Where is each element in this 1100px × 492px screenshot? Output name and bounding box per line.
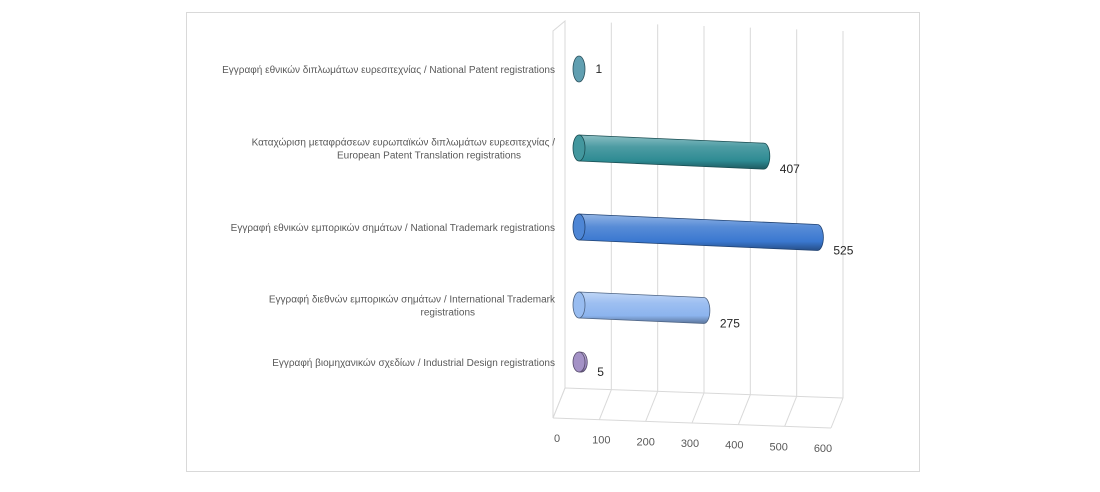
x-tick-label: 400 [725, 440, 743, 452]
x-axis-ticks: 0 100 200 300 400 500 600 [554, 433, 832, 455]
bar [572, 213, 824, 251]
data-label: 275 [720, 317, 740, 331]
x-tick-label: 500 [769, 441, 787, 453]
chart-frame: Εγγραφή εθνικών διπλωμάτων ευρεσιτεχνίας… [186, 12, 920, 472]
data-label: 5 [597, 365, 604, 379]
data-label: 407 [780, 162, 800, 176]
floor-gridline [645, 391, 659, 422]
category-label: Καταχώριση μεταφράσεων ευρωπαϊκών διπλωμ… [252, 137, 556, 162]
floor-gridline [784, 396, 798, 427]
x-tick-label: 200 [636, 436, 654, 448]
data-labels: 1 407 525 275 5 [595, 62, 853, 379]
floor-gridline [830, 397, 844, 429]
bar-cap [572, 134, 586, 162]
bar-body [578, 134, 771, 170]
category-labels: Εγγραφή εθνικών διπλωμάτων ευρεσιτεχνίας… [222, 64, 556, 369]
category-label: Εγγραφή βιομηχανικών σχεδίων / Industria… [272, 357, 555, 369]
floor-back-edge [564, 387, 844, 399]
bar-cap [572, 55, 586, 83]
category-label: Εγγραφή εθνικών διπλωμάτων ευρεσιτεχνίας… [222, 64, 555, 76]
bar [572, 55, 586, 83]
bar-body [578, 213, 824, 251]
floor-gridline [737, 394, 751, 425]
category-label: Εγγραφή εθνικών εμπορικών σημάτων / Nati… [231, 222, 555, 234]
bar [572, 351, 588, 373]
bar [572, 291, 711, 324]
floor-gridline [691, 392, 705, 424]
bar-cap [572, 291, 586, 319]
floor-edge [552, 417, 832, 429]
bar [572, 134, 771, 170]
bar-cap [572, 351, 586, 373]
x-tick-label: 600 [814, 443, 832, 455]
x-tick-label: 100 [592, 435, 610, 447]
data-label: 525 [833, 244, 853, 258]
category-label: Εγγραφή διεθνών εμπορικών σημάτων / Inte… [269, 294, 556, 319]
x-tick-label: 0 [554, 433, 560, 445]
bars [572, 55, 824, 373]
floor-gridline [598, 389, 612, 420]
x-tick-label: 300 [681, 438, 699, 450]
grid-layer [552, 19, 844, 429]
bar-cap [572, 213, 586, 241]
data-label: 1 [595, 62, 602, 76]
bar-body [578, 291, 711, 324]
bar-chart: Εγγραφή εθνικών διπλωμάτων ευρεσιτεχνίας… [222, 19, 854, 455]
